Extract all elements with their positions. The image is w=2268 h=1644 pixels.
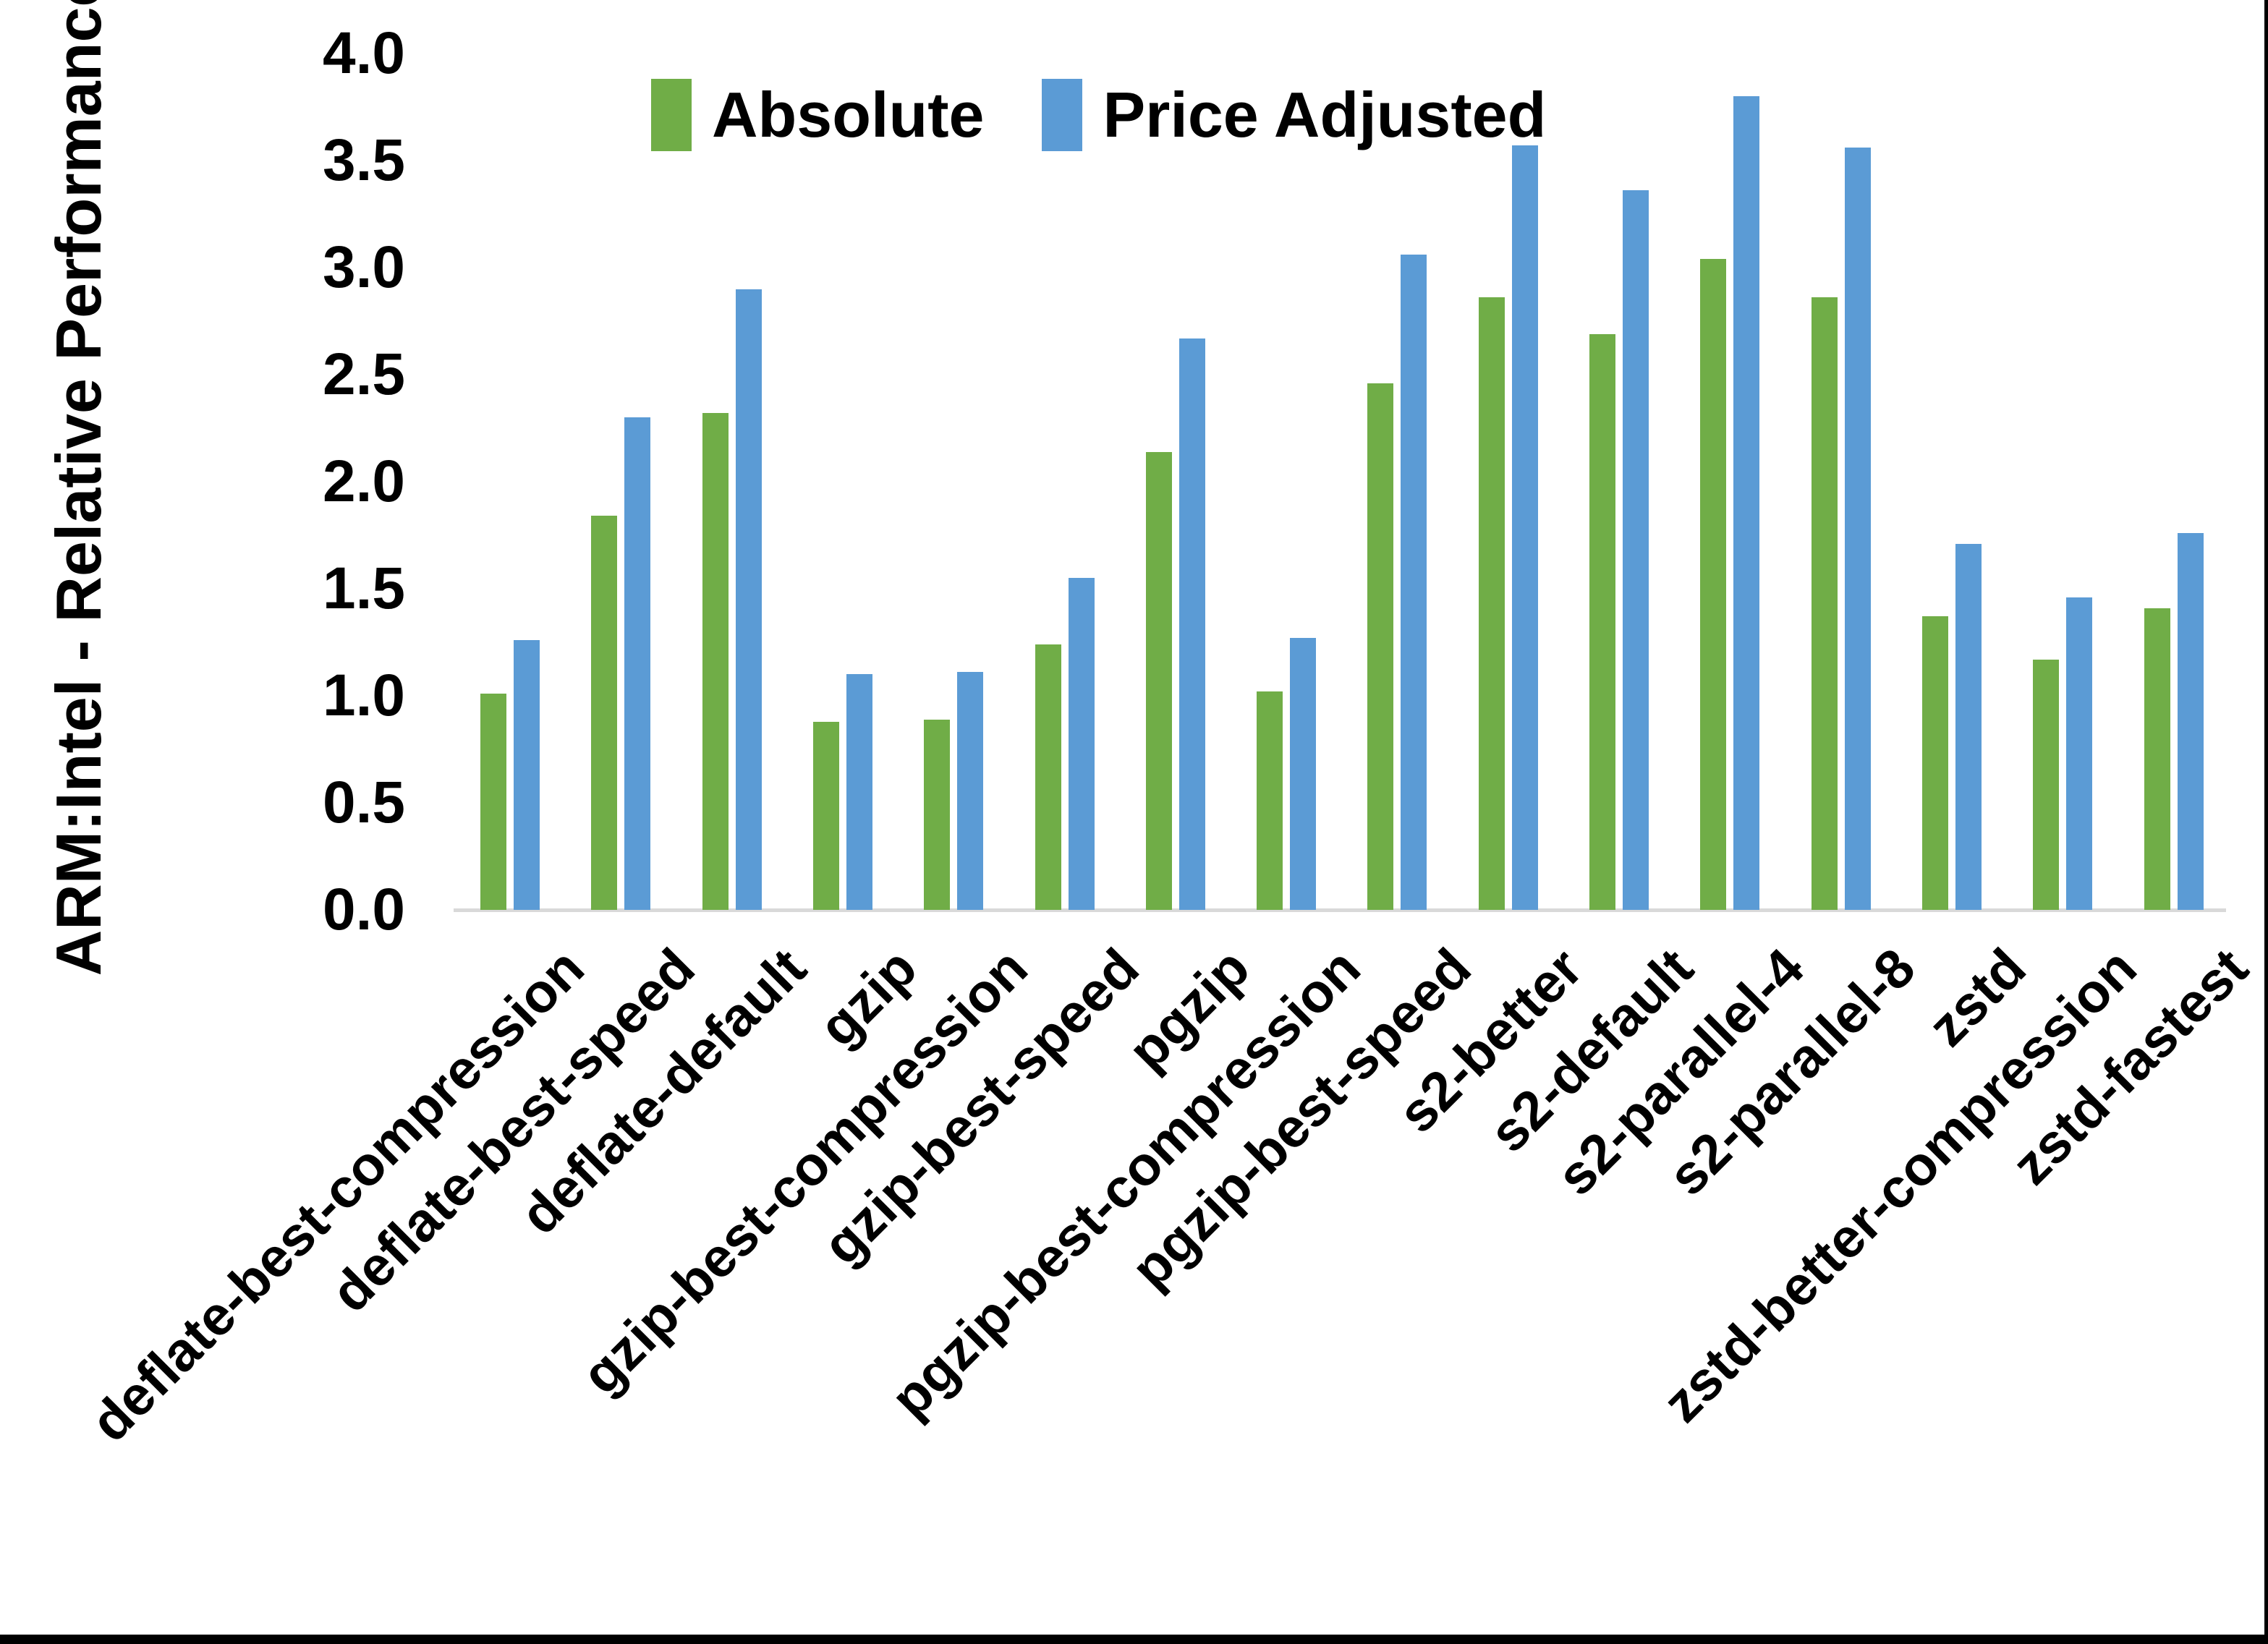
price-adjusted-bar-pgzip-best-compression	[1290, 638, 1316, 910]
absolute-bar-s2-parallel-8	[1812, 297, 1838, 910]
absolute-bar-deflate-best-compression	[480, 694, 506, 910]
absolute-bar-deflate-best-speed	[591, 516, 617, 910]
y-tick-label: 3.5	[323, 127, 405, 193]
absolute-bar-gzip-best-speed	[1035, 644, 1061, 910]
price-adjusted-bar-s2-better	[1512, 145, 1538, 910]
price-adjusted-bar-gzip-best-speed	[1069, 578, 1095, 910]
legend-item-absolute: Absolute	[651, 78, 984, 152]
price-adjusted-bar-zstd	[1955, 544, 1982, 910]
y-tick-label: 1.5	[323, 555, 405, 621]
absolute-bar-s2-better	[1479, 297, 1505, 910]
price-adjusted-bar-gzip-best-compression	[957, 672, 983, 910]
y-axis-title: ARM:Intel - Relative Performance	[43, 0, 114, 976]
y-tick-label: 2.5	[323, 341, 405, 407]
absolute-bar-gzip	[813, 722, 839, 910]
absolute-bar-zstd	[1922, 616, 1948, 910]
absolute-bar-deflate-default	[702, 413, 729, 910]
price-adjusted-bar-s2-default	[1623, 190, 1649, 910]
legend-item-price-adjusted: Price Adjusted	[1042, 78, 1546, 152]
y-tick-label: 1.0	[323, 663, 405, 728]
absolute-bar-s2-default	[1589, 334, 1615, 910]
price-adjusted-bar-s2-parallel-8	[1845, 148, 1871, 910]
legend: Absolute Price Adjusted	[651, 78, 1546, 152]
price-adjusted-bar-s2-parallel-4	[1733, 96, 1759, 910]
absolute-bar-pgzip	[1146, 452, 1172, 910]
absolute-series-swatch-icon	[651, 79, 692, 151]
absolute-bar-zstd-fastest	[2144, 608, 2170, 910]
price-adjusted-bar-pgzip	[1179, 338, 1205, 910]
price-adjusted-bar-deflate-best-speed	[624, 417, 650, 910]
legend-label-price-adjusted: Price Adjusted	[1103, 79, 1547, 150]
absolute-bar-pgzip-best-compression	[1257, 691, 1283, 910]
price-adjusted-bar-deflate-best-compression	[514, 640, 540, 910]
price-adjusted-bar-zstd-better-compression	[2066, 597, 2092, 910]
y-tick-label: 2.0	[323, 448, 405, 514]
absolute-bar-s2-parallel-4	[1700, 259, 1726, 910]
legend-label-absolute: Absolute	[712, 79, 985, 150]
y-tick-label: 4.0	[323, 20, 405, 86]
y-tick-label: 0.5	[323, 770, 405, 835]
price-adjusted-bar-gzip	[846, 674, 872, 910]
screenshot-bottom-edge	[0, 1635, 2268, 1644]
absolute-bar-pgzip-best-speed	[1367, 383, 1393, 910]
price-adjusted-bar-zstd-fastest	[2178, 533, 2204, 910]
price-adjusted-series-swatch-icon	[1042, 79, 1083, 151]
screenshot-right-edge	[2264, 0, 2268, 1644]
price-adjusted-bar-deflate-default	[736, 289, 762, 910]
y-tick-label: 0.0	[323, 877, 405, 942]
price-adjusted-bar-pgzip-best-speed	[1401, 255, 1427, 910]
x-axis-line	[454, 908, 2226, 912]
absolute-bar-gzip-best-compression	[924, 720, 950, 910]
absolute-bar-zstd-better-compression	[2033, 660, 2059, 910]
y-tick-label: 3.0	[323, 234, 405, 300]
